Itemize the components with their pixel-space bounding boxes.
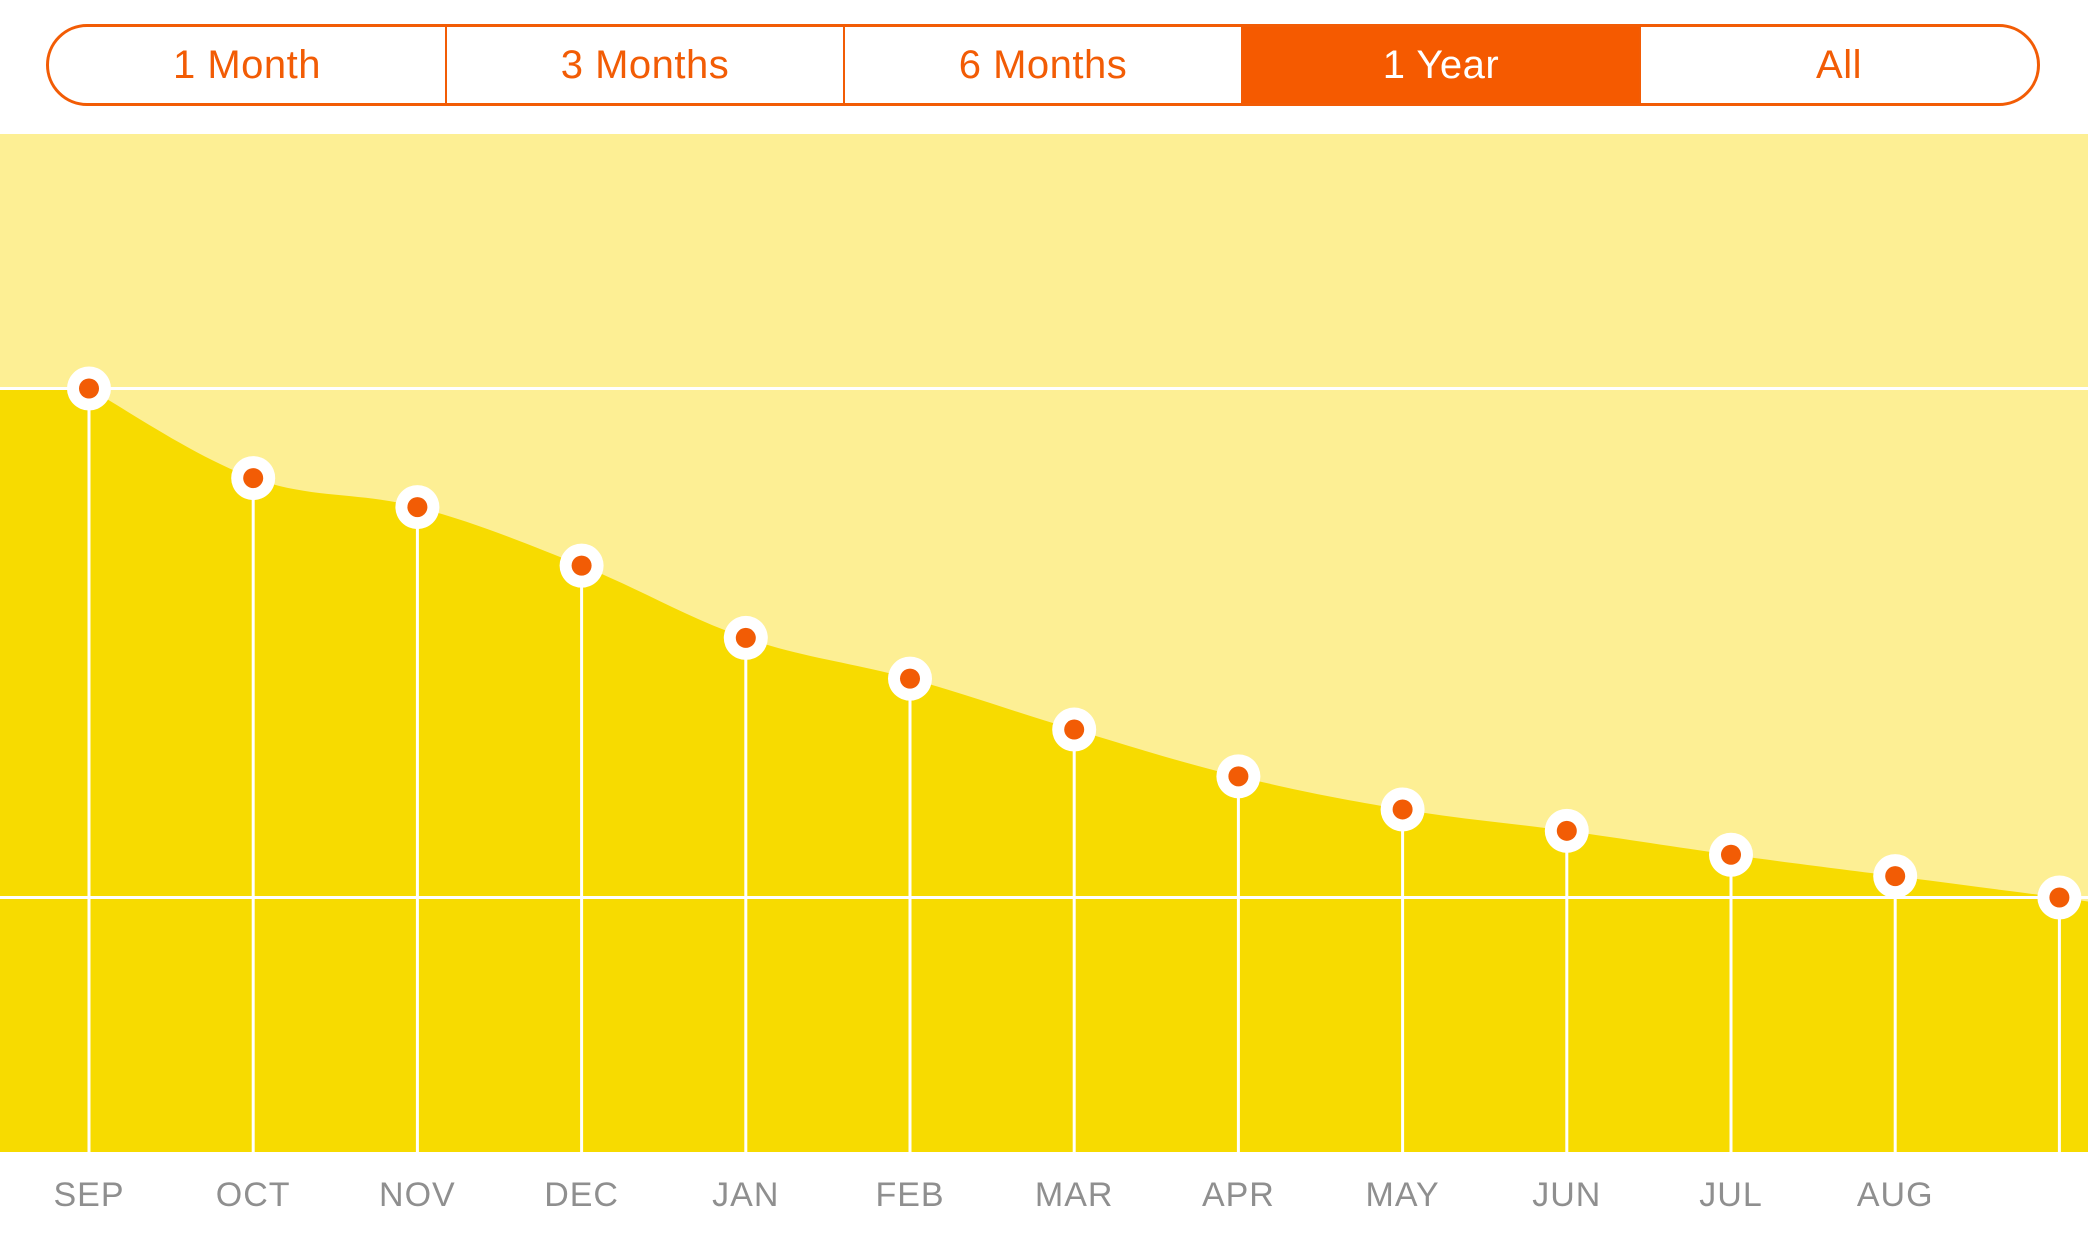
data-point-aug[interactable]: [1873, 854, 1918, 899]
data-point-dot: [407, 497, 428, 518]
time-range-selector: 1 Month 3 Months 6 Months 1 Year All: [46, 24, 2040, 106]
x-tick-label-aug: AUG: [1857, 1176, 1934, 1214]
x-tick-label-oct: OCT: [216, 1176, 291, 1214]
data-point-dot: [1228, 766, 1249, 787]
data-point-may[interactable]: [1380, 787, 1425, 832]
range-6-months-tab[interactable]: 6 Months: [845, 27, 1243, 103]
data-point-dot: [900, 668, 920, 689]
data-point-dot: [1721, 844, 1741, 865]
data-point-dec[interactable]: [559, 543, 604, 588]
data-point-dot: [571, 555, 592, 576]
data-point-apr[interactable]: [1216, 754, 1261, 799]
data-point-jun[interactable]: [1544, 808, 1589, 853]
data-point-jul[interactable]: [1709, 832, 1753, 877]
x-tick-label-jul: JUL: [1699, 1176, 1762, 1214]
x-tick-label-feb: FEB: [875, 1176, 944, 1214]
data-point-oct[interactable]: [231, 456, 276, 501]
x-tick-label-sep: SEP: [53, 1176, 124, 1214]
data-point-dot: [1064, 719, 1085, 740]
data-point-dot: [735, 627, 756, 648]
x-tick-label-jan: JAN: [712, 1176, 779, 1214]
data-point-feb[interactable]: [888, 656, 932, 701]
data-point-jan[interactable]: [723, 615, 768, 660]
data-point-end[interactable]: [2037, 875, 2082, 920]
data-point-dot: [243, 468, 264, 489]
data-point-sep[interactable]: [67, 366, 111, 411]
range-1-year-tab[interactable]: 1 Year: [1243, 27, 1641, 103]
x-tick-label-dec: DEC: [544, 1176, 619, 1214]
x-tick-label-mar: MAR: [1035, 1176, 1114, 1214]
data-point-mar[interactable]: [1052, 707, 1097, 752]
range-1-month-tab[interactable]: 1 Month: [49, 27, 447, 103]
data-point-nov[interactable]: [395, 485, 440, 530]
x-tick-label-jun: JUN: [1532, 1176, 1601, 1214]
data-point-dot: [1392, 799, 1413, 820]
data-point-dot: [1556, 820, 1577, 841]
x-tick-label-may: MAY: [1366, 1176, 1440, 1214]
x-tick-label-apr: APR: [1202, 1176, 1275, 1214]
range-3-months-tab[interactable]: 3 Months: [447, 27, 845, 103]
x-tick-label-nov: NOV: [379, 1176, 456, 1214]
range-all-tab[interactable]: All: [1816, 42, 1862, 87]
data-point-dot: [1885, 866, 1906, 887]
data-point-dot: [79, 378, 99, 399]
data-point-dot: [2049, 887, 2070, 908]
